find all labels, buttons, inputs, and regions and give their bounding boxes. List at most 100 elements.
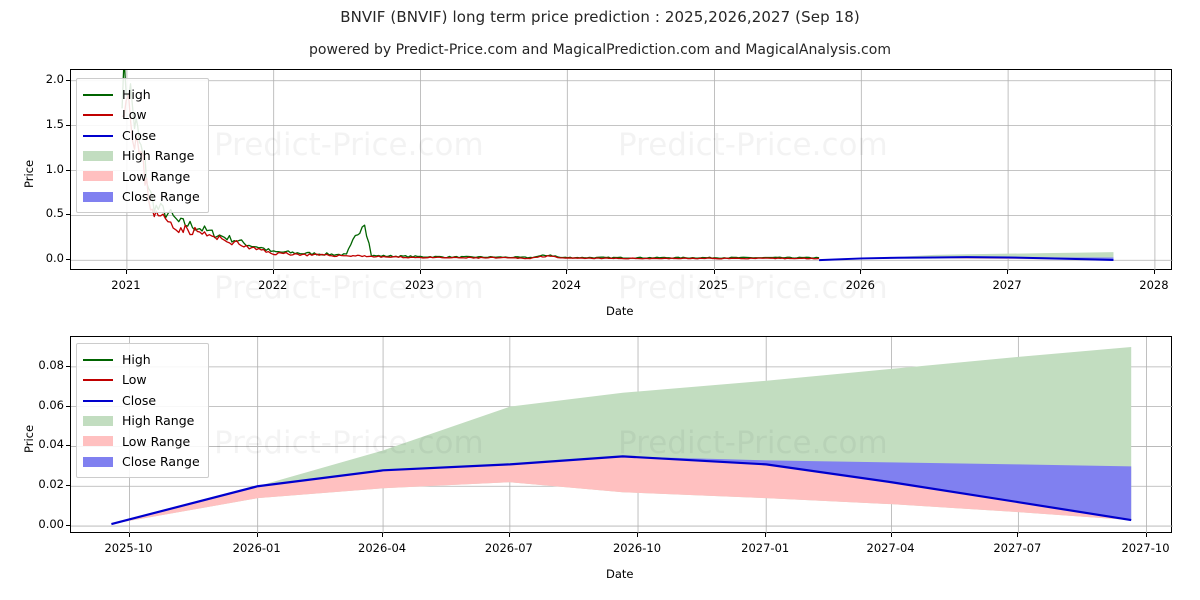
x-tick bbox=[713, 270, 715, 274]
watermark: Predict-Price.com bbox=[214, 425, 484, 461]
y-tick-label: 0.04 bbox=[38, 437, 64, 452]
forecast-chart-panel bbox=[70, 336, 1173, 534]
legend-item-close-range[interactable]: Close Range bbox=[83, 187, 200, 208]
legend-line-swatch bbox=[83, 129, 113, 142]
legend-label: Close bbox=[122, 392, 157, 408]
x-tick bbox=[1017, 533, 1019, 537]
x-tick bbox=[890, 533, 892, 537]
legend-label: Close Range bbox=[122, 454, 200, 470]
page-subtitle: powered by Predict-Price.com and Magical… bbox=[309, 42, 891, 58]
y-tick-label: 0.02 bbox=[38, 477, 64, 492]
x-tick bbox=[1007, 270, 1009, 274]
y-tick bbox=[66, 365, 70, 367]
legend-label: High Range bbox=[122, 413, 195, 429]
legend-item-high[interactable]: High bbox=[83, 349, 200, 370]
legend-item-low[interactable]: Low bbox=[83, 370, 200, 391]
x-tick-label: 2027-07 bbox=[993, 541, 1042, 555]
x-tick-label: 2025-10 bbox=[104, 541, 153, 555]
legend-label: Low bbox=[122, 107, 147, 123]
x-tick bbox=[637, 533, 639, 537]
y-tick bbox=[66, 124, 70, 126]
x-tick-label: 2026 bbox=[845, 278, 875, 292]
x-tick-label: 2027-10 bbox=[1121, 541, 1170, 555]
legend-item-close[interactable]: Close bbox=[83, 125, 200, 146]
legend-patch-swatch bbox=[83, 455, 113, 468]
forecast-plot bbox=[71, 337, 1173, 534]
y-tick-label: 0.08 bbox=[38, 357, 64, 372]
x-tick bbox=[256, 533, 258, 537]
page-title: BNVIF (BNVIF) long term price prediction… bbox=[340, 8, 860, 26]
watermark: Predict-Price.com bbox=[214, 127, 484, 163]
legend-item-close[interactable]: Close bbox=[83, 390, 200, 411]
y-tick-label: 0.5 bbox=[45, 206, 64, 221]
legend-line-swatch bbox=[83, 108, 113, 121]
x-tick-label: 2021 bbox=[111, 278, 141, 292]
overview-legend: High Low Close High Range Low Range Close Ran… bbox=[76, 78, 209, 213]
y-tick bbox=[66, 259, 70, 261]
legend-item-low[interactable]: Low bbox=[83, 105, 200, 126]
legend-item-low-range[interactable]: Low Range bbox=[83, 166, 200, 187]
x-tick bbox=[1145, 533, 1147, 537]
overview-chart-panel bbox=[70, 69, 1173, 271]
legend-item-high-range[interactable]: High Range bbox=[83, 146, 200, 167]
legend-label: High Range bbox=[122, 148, 195, 164]
legend-label: Low Range bbox=[122, 433, 191, 449]
x-tick-label: 2027-01 bbox=[741, 541, 790, 555]
legend-label: High bbox=[122, 351, 151, 367]
forecast-legend: High Low Close High Range Low Range Close Ran… bbox=[76, 343, 209, 478]
x-tick-label: 2026-07 bbox=[484, 541, 533, 555]
y-tick-label: 1.5 bbox=[45, 116, 64, 131]
legend-line-swatch bbox=[83, 88, 113, 101]
legend-patch-swatch bbox=[83, 190, 113, 203]
legend-patch-swatch bbox=[83, 414, 113, 427]
x-tick-label: 2022 bbox=[258, 278, 288, 292]
legend-line-swatch bbox=[83, 373, 113, 386]
legend-label: Low bbox=[122, 372, 147, 388]
y-tick bbox=[66, 405, 70, 407]
legend-patch-swatch bbox=[83, 170, 113, 183]
x-tick bbox=[508, 533, 510, 537]
x-tick bbox=[125, 270, 127, 274]
legend-item-low-range[interactable]: Low Range bbox=[83, 431, 200, 452]
x-tick bbox=[382, 533, 384, 537]
legend-label: Close bbox=[122, 127, 157, 143]
x-tick-label: 2026-01 bbox=[232, 541, 281, 555]
x-tick-label: 2024 bbox=[551, 278, 581, 292]
y-tick bbox=[66, 525, 70, 527]
y-tick bbox=[66, 214, 70, 216]
watermark: Predict-Price.com bbox=[618, 127, 888, 163]
x-tick bbox=[860, 270, 862, 274]
y-tick bbox=[66, 445, 70, 447]
legend-item-high-range[interactable]: High Range bbox=[83, 411, 200, 432]
x-tick bbox=[1153, 270, 1155, 274]
legend-item-close-range[interactable]: Close Range bbox=[83, 452, 200, 473]
legend-patch-swatch bbox=[83, 149, 113, 162]
legend-line-swatch bbox=[83, 353, 113, 366]
x-tick-label: 2025 bbox=[698, 278, 729, 292]
y-tick-label: 1.0 bbox=[45, 161, 64, 176]
y-tick bbox=[66, 79, 70, 81]
watermark: Predict-Price.com bbox=[214, 270, 484, 306]
x-tick bbox=[272, 270, 274, 274]
y-tick-label: 0.0 bbox=[45, 251, 64, 266]
legend-patch-swatch bbox=[83, 435, 113, 448]
x-tick-label: 2028 bbox=[1139, 278, 1169, 292]
y-tick-label: 2.0 bbox=[45, 71, 64, 86]
overview-x-axis-label: Date bbox=[606, 304, 634, 318]
y-tick-label: 0.00 bbox=[38, 517, 64, 532]
watermark: Predict-Price.com bbox=[618, 425, 888, 461]
legend-line-swatch bbox=[83, 394, 113, 407]
x-tick-label: 2026-10 bbox=[612, 541, 662, 555]
forecast-x-axis-label: Date bbox=[606, 567, 634, 581]
x-tick-label: 2023 bbox=[404, 278, 435, 292]
x-tick-label: 2027 bbox=[992, 278, 1022, 292]
legend-item-high[interactable]: High bbox=[83, 84, 200, 105]
watermark: Predict-Price.com bbox=[618, 270, 888, 306]
legend-label: Low Range bbox=[122, 168, 191, 184]
y-tick bbox=[66, 169, 70, 171]
legend-label: Close Range bbox=[122, 189, 200, 205]
x-tick bbox=[765, 533, 767, 537]
x-tick bbox=[128, 533, 130, 537]
y-tick bbox=[66, 485, 70, 487]
